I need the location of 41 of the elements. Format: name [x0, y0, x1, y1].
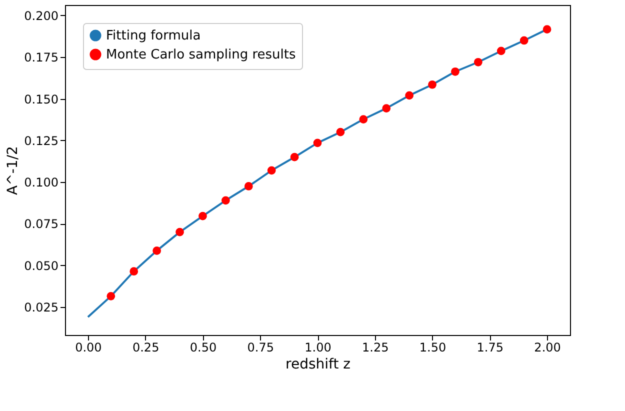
x-tick-label: 0.75	[247, 340, 274, 354]
point	[222, 196, 230, 205]
y-axis-title: A^-1/2	[5, 146, 22, 195]
point	[313, 138, 322, 148]
point	[130, 267, 138, 276]
point	[474, 58, 482, 66]
point	[244, 182, 253, 190]
legend-label: Monte Carlo sampling results	[106, 48, 296, 62]
point	[382, 104, 391, 112]
y-tick-label: 0.125	[24, 134, 58, 148]
y-tick-label: 0.200	[24, 8, 58, 23]
point	[106, 292, 116, 300]
point	[428, 80, 436, 89]
y-tick-label: 0.050	[24, 258, 58, 273]
x-tick-label: 0.25	[132, 340, 160, 354]
point	[267, 166, 276, 175]
y-tick-label: 0.100	[24, 176, 58, 190]
point	[152, 246, 161, 255]
point	[290, 152, 299, 162]
y-tick-label: 0.025	[24, 300, 58, 315]
x-tick-label: 1.25	[362, 340, 389, 354]
point	[405, 91, 414, 100]
legend-label: Fitting formula	[106, 28, 201, 44]
y-tick-label: 0.075	[24, 217, 58, 232]
point	[359, 115, 368, 124]
x-tick-label: 1.50	[419, 340, 446, 354]
point	[451, 67, 460, 76]
x-tick-label: 0.50	[190, 340, 217, 354]
x-axis-title: redshift z	[286, 356, 350, 372]
point	[198, 212, 207, 220]
point	[336, 128, 345, 136]
x-tick-label: 1.00	[304, 340, 332, 354]
point	[542, 25, 552, 34]
point	[496, 46, 506, 56]
y-tick-label: 0.175	[24, 50, 58, 65]
x-tick-label: 0.00	[75, 340, 102, 354]
point	[176, 228, 184, 236]
x-tick-label: 1.75	[476, 340, 504, 354]
y-tick-label: 0.150	[24, 92, 58, 106]
point	[520, 36, 528, 45]
x-tick-label: 2.00	[534, 340, 561, 354]
